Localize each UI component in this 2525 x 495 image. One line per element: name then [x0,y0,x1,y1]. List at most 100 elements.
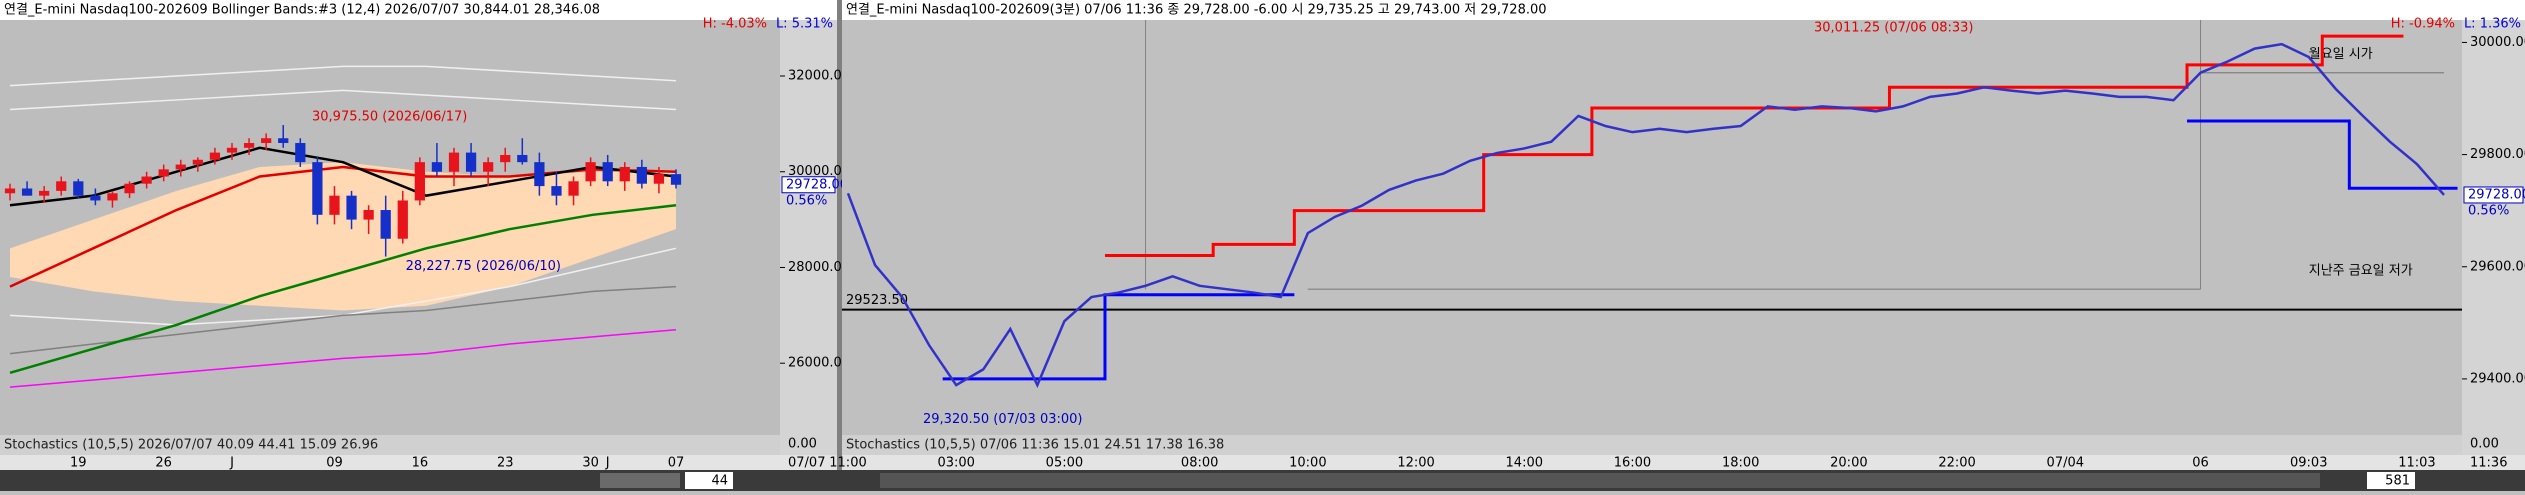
divider [837,0,842,491]
time-axis [0,455,837,470]
band-area [10,162,676,311]
left-header [0,0,837,20]
low-pct: L: 1.36% [2464,17,2521,32]
level-label: 월요일 시가 [2309,47,2373,62]
candle-body [448,152,460,172]
last-pct: 0.56% [2468,203,2509,218]
annotation: 30,975.50 (2026/06/17) [312,110,467,125]
stoch-label: Stochastics (10,5,5) 07/06 11:36 15.01 2… [846,438,1224,453]
candle-body [175,164,186,170]
low-pct: L: 5.31% [776,17,833,32]
high-pct: H: -4.03% [703,17,767,32]
annotation: 28,227.75 (2026/06/10) [406,259,561,274]
candle-body [295,143,306,163]
y-tick-label: 28000.00 [788,260,850,275]
indicator-line [9,65,677,87]
x-tick-label: 30 [582,456,599,471]
annotation: 30,011.25 (07/06 08:33) [1814,21,1974,36]
x-tick-label: 10:00 [1289,456,1326,471]
x-tick-label: 08:00 [1181,456,1218,471]
candle-body [56,181,67,191]
time-axis [842,455,2525,470]
x-tick-label: 14:00 [1506,456,1543,471]
x-tick-label: 12:00 [1397,456,1434,471]
candle-body [192,159,203,165]
candle-body [107,193,118,201]
scroll-thumb[interactable] [600,473,680,488]
plot-area [842,20,2462,435]
candle-body [602,162,613,182]
axis-date: 11:36 [2470,456,2507,471]
price-axis [780,20,837,455]
last-price: 29728.00 [786,177,848,192]
candle-body [517,154,528,163]
stoch-strip [842,435,2462,455]
y-tick-label: 29400.00 [2470,371,2525,386]
candle-body [39,190,50,196]
stoch-strip [0,435,780,455]
right-header [842,0,2525,20]
y-tick-label: 29600.00 [2470,259,2525,274]
last-pct: 0.56% [786,193,827,208]
x-tick-label: 07 [668,456,685,471]
header-title: 연결_E-mini Nasdaq100-202609(3분) 07/06 11:… [846,3,1547,18]
candle-body [397,200,408,239]
candle-body [243,143,255,148]
stoch-zero: 0.00 [2470,437,2499,452]
candle-body [346,195,357,220]
candle-body [380,210,391,239]
header-title: 연결_E-mini Nasdaq100-202609 Bollinger Ban… [4,3,600,18]
indicator-line [9,328,677,388]
x-tick-label: 07/04 [2047,456,2084,471]
candle-body [158,169,169,177]
candle-body [90,195,101,201]
count-input[interactable] [685,472,733,489]
price-line [846,42,2445,389]
step-line [1104,34,2404,258]
x-tick-label: 23 [497,456,514,471]
x-tick-label: 19 [70,456,87,471]
candle-body [73,181,84,196]
count-text: 44 [711,474,728,489]
count-text: 581 [2385,474,2410,489]
x-tick-label: 26 [155,456,172,471]
x-tick-label: 20:00 [1830,456,1867,471]
x-tick-label: 06 [2192,456,2209,471]
candle-body [636,166,647,184]
x-tick-label: 16 [412,456,429,471]
count-input[interactable] [2367,472,2415,489]
indicator-line [9,146,677,207]
candle-body [261,138,272,144]
indicator-line [9,89,677,111]
candle-body [363,210,374,220]
stoch-zero: 0.00 [788,437,817,452]
level-label: 지난주 금요일 저가 [2309,264,2413,279]
candle-body [465,152,477,172]
candle-body [278,138,289,144]
level-label: 29523.50 [846,293,908,308]
y-tick-label: 32000.00 [788,69,850,84]
x-tick-label: 18:00 [1722,456,1759,471]
last-price-box [2463,186,2524,204]
candle-body [4,188,16,194]
price-axis [2462,20,2525,455]
x-tick-label: J [229,456,234,471]
x-tick-label: 11:03 [2398,456,2435,471]
x-tick-label: 22:00 [1938,456,1975,471]
annotation: 29,320.50 (07/03 03:00) [923,412,1083,427]
candle-body [124,183,135,194]
candle-body [414,162,425,201]
candle-body [141,176,152,184]
scroll-track[interactable] [880,473,2320,488]
x-tick-label: 09:03 [2290,456,2327,471]
candle-body [534,162,545,187]
indicator-line [9,204,677,374]
y-tick-label: 30000.00 [788,164,850,179]
candle-body [551,186,562,196]
x-tick-label: J [605,456,610,471]
candle-body [619,166,630,182]
stoch-label: Stochastics (10,5,5) 2026/07/07 40.09 44… [4,438,378,453]
candle-body [568,181,579,196]
candle-body [312,162,323,215]
